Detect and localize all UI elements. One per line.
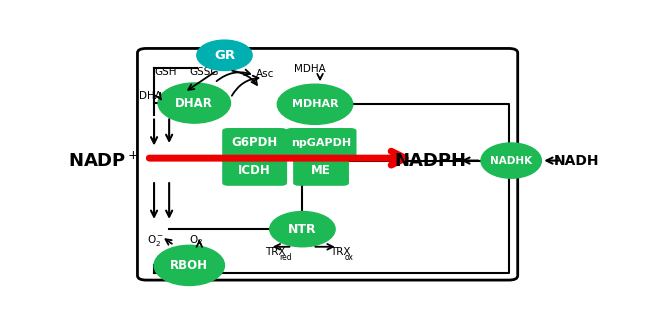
Ellipse shape	[270, 211, 335, 247]
Ellipse shape	[154, 245, 225, 286]
Ellipse shape	[158, 83, 230, 123]
FancyBboxPatch shape	[293, 156, 349, 186]
Ellipse shape	[481, 143, 541, 178]
Text: ME: ME	[311, 164, 331, 177]
Text: MDHA: MDHA	[294, 64, 326, 74]
Text: ox: ox	[344, 253, 353, 262]
Text: NADHK: NADHK	[490, 156, 532, 166]
FancyBboxPatch shape	[222, 156, 287, 186]
Text: NADP$^+$: NADP$^+$	[68, 151, 140, 170]
Text: DHA: DHA	[139, 92, 162, 101]
Text: GR: GR	[214, 49, 235, 62]
Text: ICDH: ICDH	[238, 164, 271, 177]
FancyBboxPatch shape	[286, 128, 356, 158]
Text: NTR: NTR	[288, 223, 317, 236]
Text: NADH: NADH	[554, 154, 599, 168]
Text: GSSG: GSSG	[189, 67, 219, 77]
FancyBboxPatch shape	[222, 128, 287, 158]
Text: O$_2^-$: O$_2^-$	[147, 233, 164, 248]
Ellipse shape	[277, 84, 353, 124]
Ellipse shape	[197, 40, 252, 71]
Text: TRX: TRX	[265, 247, 285, 257]
Text: npGAPDH: npGAPDH	[291, 138, 351, 148]
Text: MDHAR: MDHAR	[291, 99, 338, 109]
Text: NADPH: NADPH	[395, 152, 467, 169]
Text: RBOH: RBOH	[170, 259, 208, 272]
Text: O$_2$: O$_2$	[189, 233, 203, 247]
Text: GSH: GSH	[154, 67, 177, 77]
Text: TRX: TRX	[330, 247, 350, 257]
Text: Asc: Asc	[256, 69, 274, 79]
Text: red: red	[279, 253, 291, 262]
Text: DHAR: DHAR	[175, 97, 214, 109]
Text: G6PDH: G6PDH	[232, 136, 278, 149]
